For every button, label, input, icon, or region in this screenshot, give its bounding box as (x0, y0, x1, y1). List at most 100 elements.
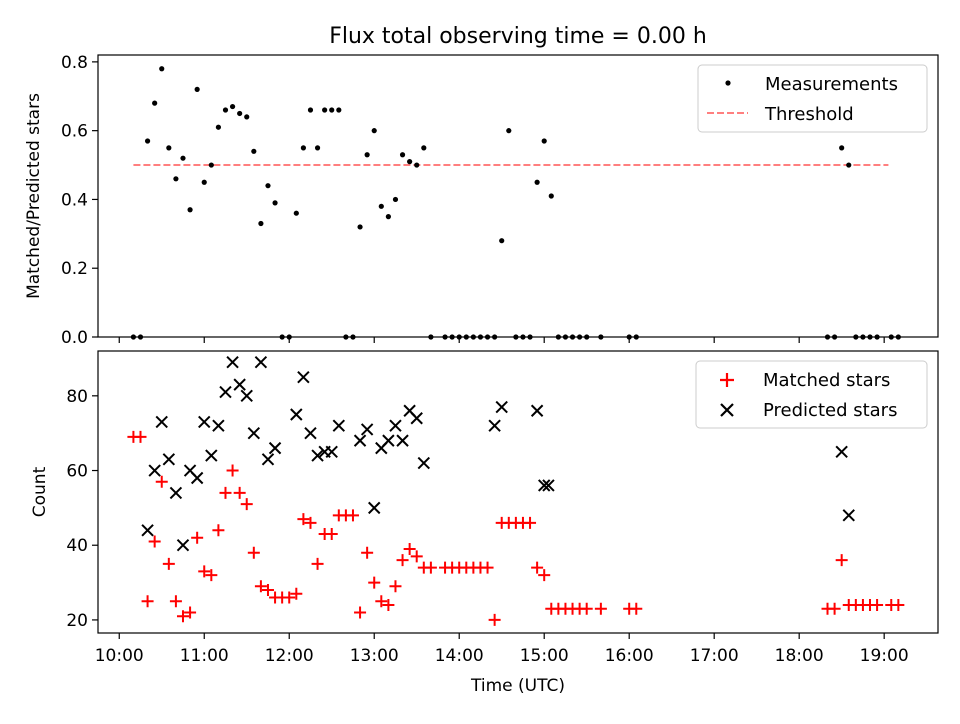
matched-star-point (524, 516, 537, 529)
measurement-point (470, 334, 476, 340)
top-legend-box (697, 64, 928, 133)
measurement-point (286, 334, 292, 340)
matched-star-point (488, 613, 501, 626)
measurement-point (350, 334, 356, 340)
predicted-star-point (162, 453, 176, 466)
matched-star-point (382, 598, 395, 611)
matched-star-point (283, 591, 296, 604)
measurement-point (839, 145, 845, 151)
predicted-star-point (389, 419, 402, 432)
bottom-legend-box (695, 360, 928, 429)
top-axes: 0.00.20.40.60.8 Matched/Predicted stars … (24, 53, 939, 348)
predicted-star-point (233, 378, 246, 391)
measurement-points (130, 66, 901, 340)
measurement-point (152, 100, 158, 106)
matched-star-point (871, 598, 884, 611)
measurement-point (137, 334, 144, 340)
measurement-point (222, 107, 229, 113)
measurement-point (895, 334, 901, 340)
measurement-point (208, 162, 214, 168)
top-y-axis-label: Matched/Predicted stars (24, 93, 44, 299)
matched-star-points (127, 430, 905, 626)
measurement-point (456, 334, 462, 340)
matched-star-point (162, 557, 175, 570)
top-y-tick-label: 0.4 (61, 190, 88, 210)
measurement-point (555, 334, 561, 340)
bottom-y-axis-label: Count (30, 466, 50, 517)
measurement-point (392, 196, 399, 203)
predicted-star-point (240, 389, 253, 403)
measurement-point (463, 334, 469, 340)
bottom-x-tick-label: 18:00 (775, 646, 824, 666)
matched-star-point (304, 516, 317, 529)
bottom-axes-frame (97, 350, 939, 634)
measurement-point (272, 200, 278, 206)
predicted-star-point (198, 415, 211, 429)
predicted-star-point (396, 434, 409, 447)
legend-threshold-label: Threshold (764, 104, 854, 125)
predicted-star-point (268, 441, 282, 455)
predicted-star-point (542, 479, 555, 492)
measurement-point (520, 334, 526, 340)
measurement-point (846, 162, 852, 168)
matched-star-point (325, 528, 338, 541)
bottom-x-tick-label: 14:00 (435, 646, 484, 666)
matched-star-point (538, 569, 551, 582)
matched-star-point (198, 565, 211, 578)
predicted-star-point (169, 486, 183, 500)
measurement-point (584, 334, 590, 340)
top-y-ticks: 0.0 0.2 0.4 0.6 0.8 (61, 53, 98, 348)
bottom-legend: Matched stars Predicted stars (695, 360, 928, 429)
legend-predicted-label: Predicted stars (763, 400, 897, 421)
matched-star-point (212, 524, 225, 537)
matched-star-point (346, 509, 359, 522)
predicted-star-point (417, 456, 431, 470)
measurement-point (229, 103, 236, 110)
predicted-star-point (247, 426, 261, 440)
measurement-point (548, 193, 554, 199)
matched-star-point (892, 598, 905, 611)
predicted-star-point (219, 385, 232, 399)
predicted-star-point (488, 419, 501, 432)
predicted-star-point (141, 524, 154, 537)
matched-star-point (531, 561, 544, 574)
measurement-point (541, 138, 547, 144)
bottom-y-tick-label: 60 (66, 462, 88, 482)
predicted-star-point (410, 412, 423, 425)
measurement-point (173, 176, 179, 182)
measurement-point (258, 220, 264, 227)
measurement-point (307, 107, 314, 113)
predicted-star-point (148, 464, 161, 477)
measurement-point (492, 334, 498, 340)
matched-star-point (481, 561, 494, 574)
matched-star-point (184, 606, 197, 619)
matched-star-point (205, 569, 218, 582)
matched-star-point (375, 595, 388, 608)
predicted-star-point (842, 509, 855, 522)
measurement-point (477, 334, 484, 340)
measurement-point (888, 334, 894, 340)
measurement-point (279, 334, 285, 340)
measurement-point (506, 128, 512, 134)
measurement-point (300, 145, 306, 151)
measurement-point (159, 66, 165, 72)
bottom-y-tick-label: 20 (66, 611, 88, 631)
matched-star-point (396, 554, 409, 567)
measurement-point (343, 334, 349, 340)
bottom-x-tick-label: 12:00 (265, 646, 314, 666)
measurement-point (244, 114, 250, 120)
matched-star-point (389, 580, 402, 593)
matched-star-point (247, 546, 260, 559)
measurement-point (874, 334, 880, 340)
measurement-point (442, 334, 448, 340)
predicted-star-point (325, 445, 338, 459)
predicted-star-point (495, 400, 508, 414)
measurement-point (499, 238, 505, 244)
x-axis-label: Time (UTC) (470, 676, 565, 696)
measurement-point (853, 334, 859, 340)
measurement-point (201, 179, 207, 185)
predicted-star-points (141, 355, 855, 552)
top-legend: Measurements Threshold (697, 64, 928, 133)
